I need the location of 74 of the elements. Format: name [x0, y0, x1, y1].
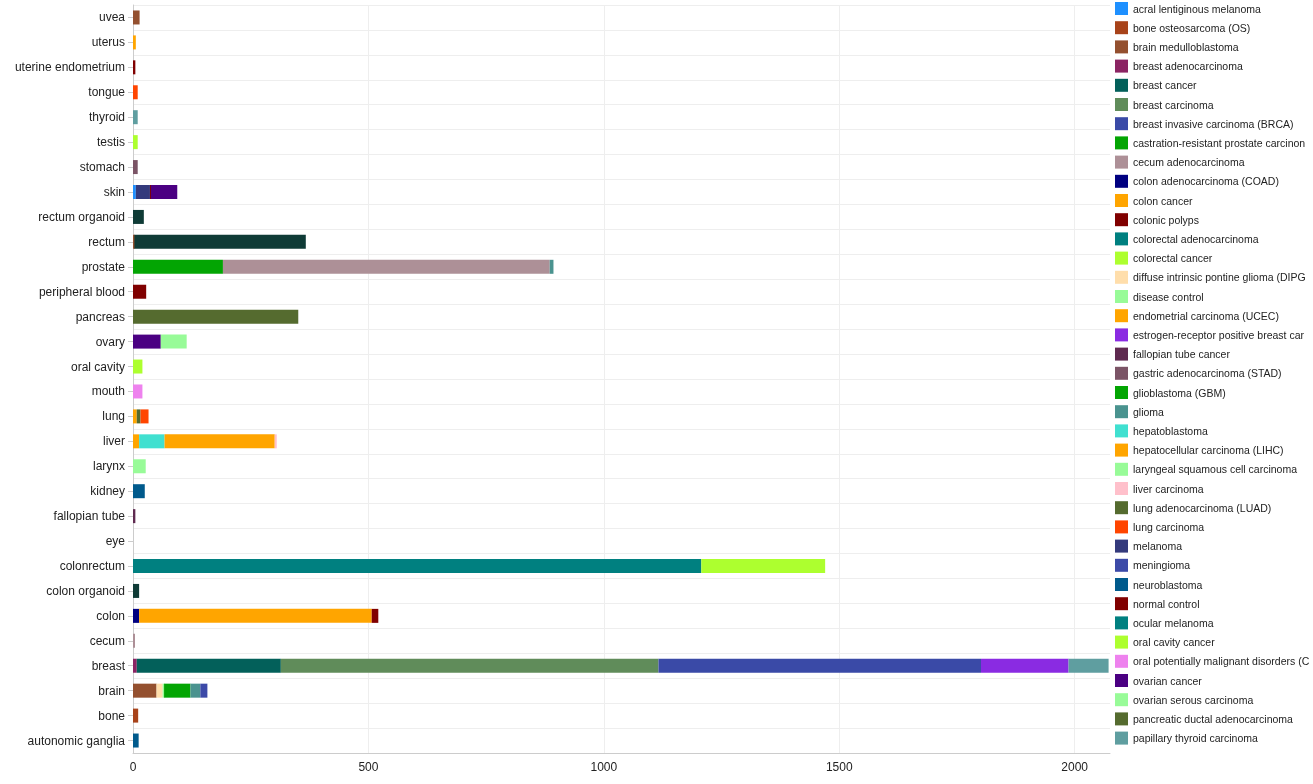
legend-label: colon cancer [1133, 194, 1194, 207]
y-tick-label: colon [96, 608, 125, 623]
legend-label: pancreatic ductal adenocarcinoma [1133, 712, 1294, 725]
legend-label: diffuse intrinsic pontine glioma (DIPG [1133, 271, 1306, 284]
legend-label: disease control [1133, 290, 1204, 303]
legend-label: breast adenocarcinoma [1133, 60, 1243, 73]
y-tick-label: tongue [88, 85, 126, 100]
x-tick-label: 0 [129, 760, 137, 774]
y-tick-label: rectum organoid [38, 209, 125, 224]
legend-label: ovarian cancer [1133, 674, 1203, 687]
y-tick-label: fallopian tube [53, 509, 126, 524]
y-tick-label: kidney [90, 484, 125, 499]
legend-label: colonic polyps [1133, 213, 1199, 226]
y-tick-label: uvea [98, 10, 126, 25]
x-tick-label: 1500 [825, 760, 853, 774]
legend-label: breast invasive carcinoma (BRCA) [1133, 117, 1294, 130]
legend-label: neuroblastoma [1133, 578, 1203, 591]
legend-label: liver carcinoma [1133, 482, 1204, 495]
y-tick-label: bone [98, 708, 126, 723]
legend-label: hepatoblastoma [1133, 424, 1208, 437]
y-tick-label: testis [96, 135, 125, 150]
legend-label: normal control [1133, 597, 1200, 610]
y-tick-label: prostate [81, 259, 126, 274]
y-tick-label: peripheral blood [38, 284, 125, 299]
legend-label: lung adenocarcinoma (LUAD) [1133, 501, 1272, 514]
legend-label: fallopian tube cancer [1133, 348, 1231, 361]
y-tick-label: autonomic ganglia [27, 733, 126, 748]
legend-label: gastric adenocarcinoma (STAD) [1133, 367, 1282, 380]
y-tick-label: rectum [88, 234, 125, 249]
y-tick-label: pancreas [75, 309, 125, 324]
legend-label: glioma [1133, 405, 1165, 418]
y-tick-label: liver [102, 434, 125, 449]
legend-label: oral cavity cancer [1133, 636, 1216, 649]
legend-label: colorectal adenocarcinoma [1133, 232, 1259, 245]
y-tick-label: thyroid [88, 110, 125, 125]
legend-label: glioblastoma (GBM) [1133, 386, 1226, 399]
y-tick-label: ovary [95, 334, 125, 349]
y-tick-label: skin [103, 185, 125, 199]
legend-label: melanoma [1133, 540, 1183, 553]
y-tick-label: mouth [91, 384, 125, 399]
legend-label: hepatocellular carcinoma (LIHC) [1133, 444, 1284, 457]
legend-label: colon adenocarcinoma (COAD) [1133, 175, 1279, 188]
y-tick-label: larynx [92, 459, 125, 474]
legend-label: bone osteosarcoma (OS) [1133, 21, 1251, 34]
y-tick-label: cecum [89, 633, 125, 648]
legend-label: breast carcinoma [1133, 98, 1214, 111]
y-tick-label: lung [102, 409, 125, 424]
y-tick-label: eye [105, 534, 126, 549]
legend-label: endometrial carcinoma (UCEC) [1133, 309, 1279, 322]
legend-label: colorectal cancer [1133, 252, 1213, 265]
legend-label: ovarian serous carcinoma [1133, 693, 1254, 706]
legend-label: meningioma [1133, 559, 1191, 572]
x-tick-label: 500 [358, 760, 379, 774]
legend-label: lung carcinoma [1133, 520, 1205, 533]
y-tick-label: stomach [79, 160, 125, 175]
y-tick-label: uterus [91, 35, 125, 50]
legend-label: brain medulloblastoma [1133, 40, 1239, 53]
y-tick-label: brain [98, 683, 125, 698]
y-tick-label: colon organoid [46, 583, 125, 598]
legend-label: papillary thyroid carcinoma [1133, 732, 1259, 745]
y-tick-label: uterine endometrium [14, 60, 125, 75]
legend-label: laryngeal squamous cell carcinoma [1133, 463, 1298, 476]
legend-label: ocular melanoma [1133, 616, 1214, 629]
legend-label: estrogen-receptor positive breast car [1133, 328, 1305, 341]
legend-label: cecum adenocarcinoma [1133, 156, 1245, 169]
y-tick-label: colonrectum [59, 559, 125, 573]
x-tick-label: 2000 [1061, 760, 1089, 774]
legend-label: breast cancer [1133, 79, 1198, 92]
legend-label: acral lentiginous melanoma [1133, 2, 1261, 15]
legend-label: castration-resistant prostate carcinon [1133, 136, 1306, 149]
y-tick-label: breast [91, 658, 126, 673]
legend-label: oral potentially malignant disorders (C [1133, 655, 1310, 668]
x-tick-label: 1000 [590, 760, 618, 774]
y-tick-label: oral cavity [70, 359, 125, 374]
